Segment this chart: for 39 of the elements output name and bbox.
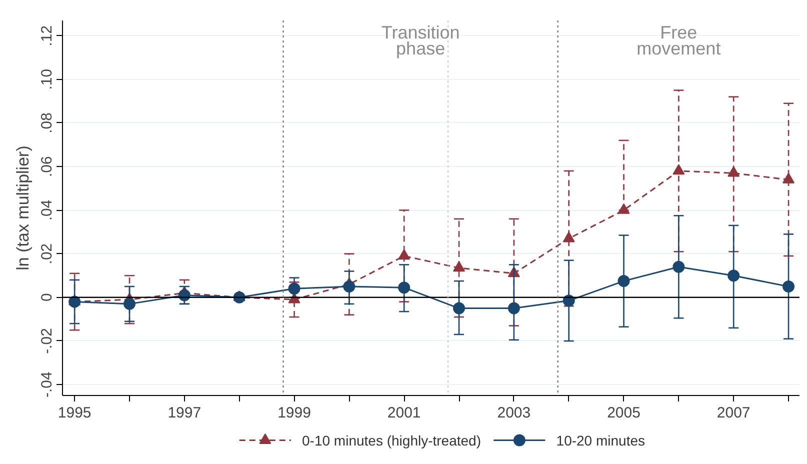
x-tick-label: 2001	[387, 404, 421, 422]
point	[562, 232, 575, 242]
annotation: Free movement	[636, 22, 721, 58]
point	[398, 249, 410, 260]
point	[453, 261, 466, 272]
y-tick-label: .12	[38, 25, 56, 46]
x-tick-label: 2003	[497, 404, 531, 422]
point	[782, 280, 795, 292]
x-tick-label: 1997	[168, 404, 202, 422]
y-tick-label: -.04	[38, 372, 56, 398]
point	[343, 280, 356, 292]
y-tick-label: .10	[38, 68, 56, 90]
legend-label: 10-20 minutes	[556, 432, 646, 448]
point	[453, 302, 466, 314]
y-tick-label: .08	[38, 112, 56, 134]
x-tick-label: 2007	[716, 404, 750, 422]
annotation: Transition phase	[381, 22, 460, 58]
point	[782, 172, 795, 184]
point	[508, 302, 520, 314]
point	[672, 260, 685, 273]
point	[672, 164, 685, 175]
x-tick-label: 1999	[278, 404, 311, 422]
y-tick-label: 0	[38, 293, 56, 302]
point	[618, 275, 630, 288]
point	[728, 270, 740, 282]
y-tick-label: -.02	[38, 328, 56, 354]
y-tick-label: .02	[38, 243, 56, 264]
point	[68, 296, 81, 308]
point	[398, 282, 410, 294]
x-tick-label: 2005	[607, 404, 640, 422]
point	[728, 166, 740, 177]
point	[288, 282, 300, 295]
point	[124, 298, 136, 310]
y-tick-label: .04	[38, 200, 56, 221]
x-tick-label: 1995	[58, 404, 92, 422]
y-tick-label: .06	[38, 156, 56, 177]
y-axis-title: ln (tax multiplier)	[14, 146, 32, 270]
point	[618, 203, 630, 214]
legend-label: 0-10 minutes (highly-treated)	[302, 432, 482, 448]
